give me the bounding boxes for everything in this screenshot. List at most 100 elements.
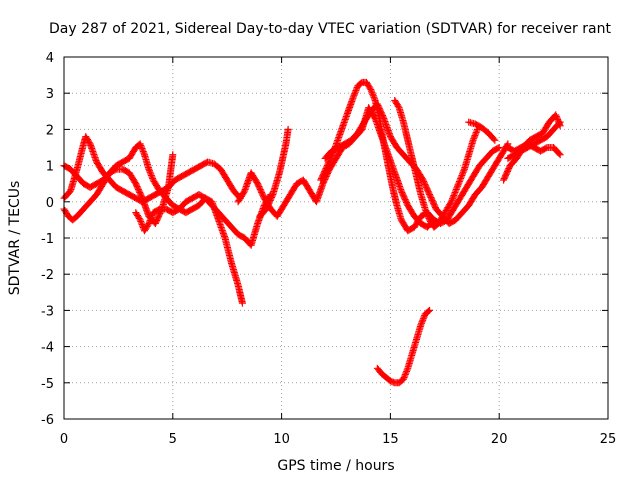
y-tick-labels: -6 -5 -4 -3 -2 -1 0 1 2 3 4: [41, 51, 54, 428]
data-point: [351, 88, 359, 96]
data-series-trace-4: [132, 191, 275, 249]
data-point: [402, 369, 410, 377]
data-point: [422, 207, 430, 215]
data-point: [400, 374, 408, 382]
data-point: [369, 90, 377, 98]
data-point: [472, 129, 480, 137]
data-point: [147, 215, 155, 223]
data-point: [421, 205, 429, 213]
data-point: [458, 171, 466, 179]
data-point: [449, 195, 457, 203]
data-point: [469, 136, 477, 144]
data-point: [138, 221, 146, 229]
y-tick-label: -4: [41, 341, 54, 356]
x-tick-label: 25: [600, 432, 617, 447]
data-point: [352, 87, 360, 95]
data-point: [145, 167, 153, 175]
y-axis-label: SDTVAR / TECUs: [7, 181, 23, 296]
grid-lines: [64, 57, 608, 419]
data-point: [85, 138, 93, 146]
data-point: [284, 125, 292, 133]
data-point: [137, 219, 145, 227]
data-point: [450, 190, 458, 198]
x-tick-label: 20: [491, 432, 508, 447]
data-point: [495, 144, 503, 151]
data-point: [554, 117, 562, 125]
data-point: [145, 220, 153, 228]
data-point: [369, 92, 377, 100]
data-point: [379, 113, 387, 121]
data-point: [135, 214, 143, 222]
data-point: [542, 144, 550, 152]
data-point: [471, 132, 479, 140]
data-point: [423, 210, 431, 218]
data-point: [556, 122, 564, 130]
data-point: [449, 193, 457, 201]
data-point: [137, 141, 145, 149]
data-point: [556, 120, 564, 128]
data-point: [470, 133, 478, 141]
data-point: [453, 184, 461, 192]
data-point: [552, 112, 560, 120]
data-point: [555, 119, 563, 127]
data-point: [424, 307, 432, 315]
data-point: [401, 371, 409, 379]
data-point: [459, 168, 467, 176]
data-point: [426, 306, 434, 314]
data-point: [238, 299, 246, 307]
data-point: [450, 192, 458, 200]
data-point: [447, 198, 455, 206]
data-point: [417, 321, 425, 329]
data-point: [422, 208, 430, 216]
y-tick-label: -1: [41, 232, 54, 247]
y-tick-label: -5: [41, 377, 54, 392]
data-point: [138, 145, 146, 153]
data-point: [145, 218, 153, 226]
data-point: [350, 91, 358, 99]
y-tick-label: -6: [41, 413, 54, 428]
data-point: [139, 148, 147, 156]
data-point: [420, 313, 428, 321]
data-point: [371, 95, 379, 103]
data-point: [148, 212, 156, 220]
data-point: [154, 206, 162, 214]
data-point: [148, 173, 156, 181]
data-point: [457, 175, 465, 183]
x-tick-label: 5: [169, 432, 177, 447]
data-point: [552, 111, 560, 119]
data-point: [403, 366, 411, 374]
data-point: [490, 135, 498, 143]
data-point: [145, 165, 153, 173]
data-point: [370, 93, 378, 101]
data-point: [418, 318, 426, 326]
chart-title: Day 287 of 2021, Sidereal Day-to-day VTE…: [49, 21, 611, 37]
data-point: [417, 319, 425, 327]
data-point: [353, 85, 361, 93]
data-point: [553, 114, 561, 122]
y-tick-label: 2: [46, 123, 54, 138]
y-tick-label: 3: [46, 87, 54, 102]
data-point: [349, 93, 357, 101]
data-point: [138, 193, 146, 201]
data-point: [419, 315, 427, 323]
data-point: [451, 188, 459, 196]
data-point: [455, 178, 463, 186]
y-tick-label: 1: [46, 160, 54, 175]
data-series-trace-10: [373, 306, 434, 387]
data-point: [555, 150, 563, 158]
data-point: [454, 182, 462, 190]
data-series-trace-5: [234, 104, 438, 231]
data-point: [425, 214, 433, 222]
data-point: [367, 87, 375, 95]
data-point: [137, 217, 145, 225]
data-points: [60, 78, 564, 387]
data-point: [454, 181, 462, 189]
data-point: [366, 84, 374, 92]
data-point: [401, 372, 409, 380]
data-point: [147, 171, 155, 179]
data-point: [457, 173, 465, 181]
data-point: [137, 143, 145, 151]
data-point: [140, 149, 148, 157]
